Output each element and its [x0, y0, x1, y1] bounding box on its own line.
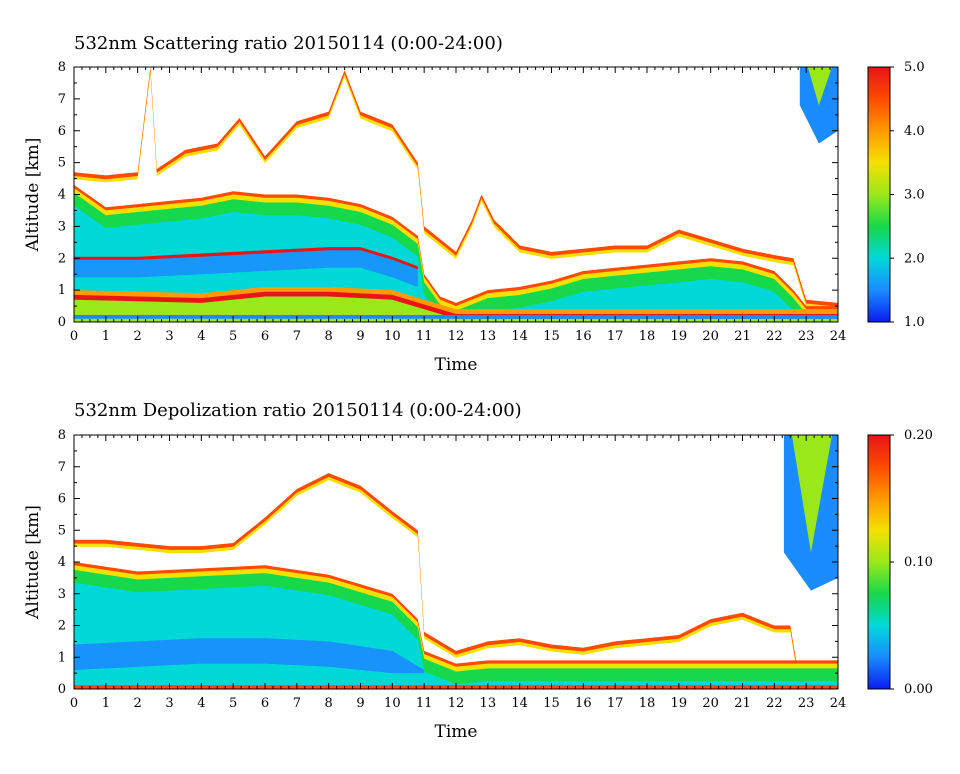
x-tick-label: 10: [384, 696, 401, 711]
y-tick-label: 6: [58, 124, 66, 139]
x-tick-label: 22: [766, 696, 783, 711]
panel-scattering-ratio: 0 1 2 3 4 5 6 7 8 9 10 11 12 13 14 15 16 17 18 19 20 21 22 23 24…: [23, 33, 925, 375]
x-axis-label: Time: [435, 722, 478, 742]
y-tick-label: 7: [58, 92, 66, 107]
x-tick-label: 5: [229, 329, 237, 344]
x-tick-label: 13: [480, 696, 497, 711]
y-tick-label: 1: [58, 283, 66, 298]
y-tick-label: 0: [58, 682, 66, 697]
x-tick-label: 22: [766, 329, 783, 344]
colorbar: [867, 66, 891, 323]
x-tick-label: 24: [830, 696, 847, 711]
x-tick-label: 7: [293, 329, 301, 344]
x-tick-label: 0: [70, 696, 78, 711]
y-tick-label: 5: [58, 523, 66, 538]
y-tick-label: 4: [58, 188, 66, 203]
low-depol-band: [74, 638, 425, 674]
x-tick-label: 23: [798, 329, 815, 344]
x-tick-label: 20: [702, 329, 719, 344]
x-tick-label: 18: [639, 329, 656, 344]
colorbar-tick-label: 0.00: [904, 682, 933, 697]
x-tick-label: 16: [575, 329, 592, 344]
y-tick-label: 3: [58, 219, 66, 234]
y-tick-label: 1: [58, 650, 66, 665]
x-tick-label: 13: [480, 329, 497, 344]
y-tick-label: 8: [58, 428, 66, 443]
x-tick-label: 2: [134, 329, 142, 344]
x-tick-label: 11: [416, 329, 433, 344]
y-tick-label: 2: [58, 619, 66, 634]
x-tick-label: 24: [830, 329, 847, 344]
x-tick-label: 4: [197, 329, 205, 344]
x-tick-label: 18: [639, 696, 656, 711]
chart-title: 532nm Scattering ratio 20150114 (0:00-24…: [74, 33, 503, 54]
colorbar-tick-label: 1.0: [904, 315, 925, 330]
y-tick-label: 2: [58, 251, 66, 266]
upper-feature-core: [791, 435, 832, 553]
y-tick-label: 7: [58, 460, 66, 475]
colorbar-tick-label: 3.0: [904, 188, 925, 203]
x-tick-label: 21: [734, 329, 751, 344]
x-tick-label: 8: [325, 329, 333, 344]
x-tick-label: 9: [356, 696, 364, 711]
y-tick-label: 0: [58, 315, 66, 330]
colorbar-tick-label: 0.10: [904, 555, 933, 570]
x-tick-label: 10: [384, 329, 401, 344]
x-tick-label: 15: [543, 329, 560, 344]
colorbar-tick-label: 5.0: [904, 60, 925, 75]
x-tick-label: 1: [102, 329, 110, 344]
core-layer-red-streak: [74, 247, 418, 270]
colorbar-tick-label: 0.20: [904, 428, 933, 443]
x-tick-label: 2: [134, 696, 142, 711]
x-tick-label: 15: [543, 696, 560, 711]
y-axis-label: Altitude [km]: [23, 138, 43, 253]
x-tick-label: 17: [607, 329, 624, 344]
upper-feature-core: [807, 67, 832, 106]
y-tick-label: 8: [58, 60, 66, 75]
x-tick-label: 19: [671, 329, 688, 344]
x-tick-label: 8: [325, 696, 333, 711]
x-tick-label: 12: [448, 696, 465, 711]
x-tick-label: 11: [416, 696, 433, 711]
y-tick-label: 3: [58, 587, 66, 602]
x-tick-label: 9: [356, 329, 364, 344]
y-tick-label: 4: [58, 555, 66, 570]
x-tick-label: 7: [293, 696, 301, 711]
x-tick-label: 5: [229, 696, 237, 711]
x-tick-label: 6: [261, 696, 269, 711]
x-tick-label: 23: [798, 696, 815, 711]
x-axis-label: Time: [435, 355, 478, 375]
x-tick-label: 6: [261, 329, 269, 344]
x-tick-label: 12: [448, 329, 465, 344]
x-tick-label: 0: [70, 329, 78, 344]
x-tick-label: 4: [197, 696, 205, 711]
x-tick-label: 14: [511, 329, 528, 344]
plot-area: [74, 435, 838, 689]
y-tick-label: 5: [58, 156, 66, 171]
panel-depolarization-ratio: 0 1 2 3 4 5 6 7 8 9 10 11 12 13 14 15 16 17 18 19 20 21 22 23 24…: [23, 400, 933, 742]
x-tick-label: 21: [734, 696, 751, 711]
x-tick-label: 16: [575, 696, 592, 711]
colorbar-tick-label: 4.0: [904, 124, 925, 139]
y-tick-label: 6: [58, 492, 66, 507]
x-tick-label: 3: [165, 329, 173, 344]
colorbar: [867, 434, 891, 690]
plot-area: [74, 67, 838, 322]
x-tick-label: 20: [702, 696, 719, 711]
x-tick-label: 1: [102, 696, 110, 711]
chart-title: 532nm Depolization ratio 20150114 (0:00-…: [74, 400, 522, 421]
x-tick-label: 19: [671, 696, 688, 711]
y-axis-label: Altitude [km]: [23, 505, 43, 620]
x-tick-label: 14: [511, 696, 528, 711]
x-tick-label: 17: [607, 696, 624, 711]
colorbar-tick-label: 2.0: [904, 251, 925, 266]
x-tick-label: 3: [165, 696, 173, 711]
